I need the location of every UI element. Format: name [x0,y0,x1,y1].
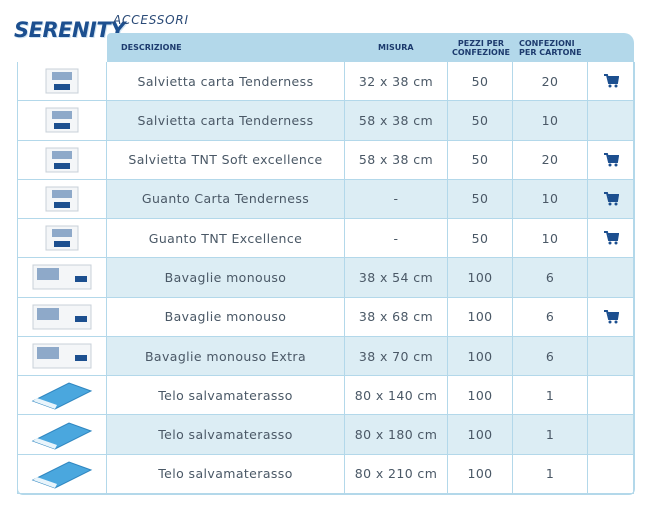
table-cell: 38 x 54 cm [345,258,448,298]
product-image [17,179,107,220]
table-cell: 1 [513,454,588,494]
table-cell: 10 [513,179,588,220]
table-cell: 100 [448,376,513,416]
table-cell: 20 [513,62,588,102]
cart-cell [588,336,634,377]
table-cell: Salvietta TNT Soft excellence [107,140,345,180]
table-cell: 50 [448,101,513,141]
table-cell: 80 x 180 cm [345,415,448,455]
table-cell: 100 [448,258,513,298]
table-cell: 50 [448,219,513,259]
table-cell: 50 [448,179,513,220]
table-cell: 50 [448,62,513,102]
table-cell: Salvietta carta Tenderness [107,101,345,141]
table-cell: 58 x 38 cm [345,140,448,180]
table-cell: Salvietta carta Tenderness [107,62,345,102]
cart-cell [588,454,634,494]
table-cell: 10 [513,219,588,259]
product-image [17,336,107,377]
cart-button[interactable] [588,297,634,337]
table-cell: 10 [513,101,588,141]
table-cell: 80 x 140 cm [345,376,448,416]
table-cell: Guanto TNT Excellence [107,219,345,259]
table-cell: Telo salvamaterasso [107,454,345,494]
table-cell: 32 x 38 cm [345,62,448,102]
table-cell: 100 [448,297,513,337]
table-cell: Bavaglie monouso [107,297,345,337]
product-image [17,415,107,455]
header-bar [107,33,634,62]
cart-cell [588,101,634,141]
table-cell: Telo salvamaterasso [107,376,345,416]
product-image [17,219,107,259]
table-cell: 1 [513,415,588,455]
cart-cell [588,258,634,298]
table-cell: 38 x 70 cm [345,336,448,377]
table-cell: - [345,179,448,220]
product-image [17,140,107,180]
table-cell: 38 x 68 cm [345,297,448,337]
product-image [17,62,107,102]
table-cell: 100 [448,415,513,455]
cart-cell [588,415,634,455]
column-header: CONFEZIONI PER CARTONE [519,38,582,57]
cart-button[interactable] [588,179,634,220]
column-header: DESCRIZIONE [121,43,182,52]
column-header: MISURA [378,43,414,52]
table-cell: Bavaglie monouso [107,258,345,298]
table-cell: 58 x 38 cm [345,101,448,141]
product-image [17,454,107,494]
table-cell: Telo salvamaterasso [107,415,345,455]
logo: SERENITY [14,18,125,42]
product-image [17,101,107,141]
table-cell: Bavaglie monouso Extra [107,336,345,377]
cart-cell [588,376,634,416]
cart-button[interactable] [588,219,634,259]
table-cell: 6 [513,297,588,337]
table-cell: 100 [448,336,513,377]
product-image [17,376,107,416]
table-cell: 6 [513,258,588,298]
cart-button[interactable] [588,140,634,180]
table-cell: - [345,219,448,259]
table-cell: 50 [448,140,513,180]
table-cell: 20 [513,140,588,180]
product-image [17,258,107,298]
cart-button[interactable] [588,62,634,102]
table-cell: 6 [513,336,588,377]
table-cell: 80 x 210 cm [345,454,448,494]
table-cell: 1 [513,376,588,416]
product-image [17,297,107,337]
table-cell: 100 [448,454,513,494]
column-header: PEZZI PER CONFEZIONE [451,38,511,57]
table-cell: Guanto Carta Tenderness [107,179,345,220]
section-title: ACCESSORI [113,13,189,27]
